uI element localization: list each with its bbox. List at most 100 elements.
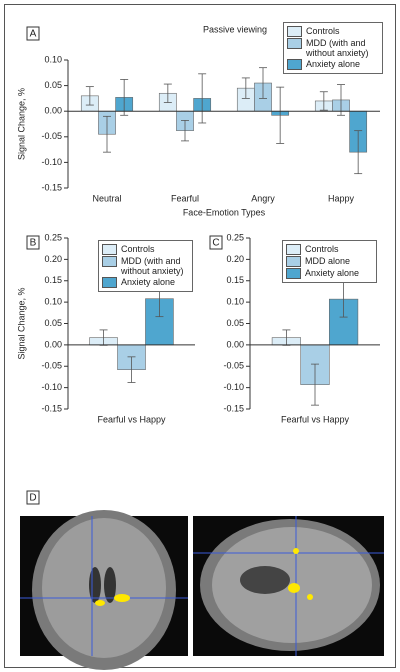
legend-box: Controls MDD (with and without anxiety) An… (283, 22, 383, 74)
y-tick-label: -0.15 (223, 403, 244, 413)
y-tick-label: 0.00 (226, 339, 244, 349)
figure-border (4, 4, 396, 668)
legend-item: MDD (with and without anxiety) (102, 256, 189, 276)
legend-label: Anxiety alone (305, 268, 360, 278)
legend-label: MDD alone (305, 256, 351, 266)
panel-label: A (30, 29, 37, 40)
legend-item: MDD (with and without anxiety) (287, 38, 379, 58)
x-tick-label: Happy (328, 193, 355, 203)
error-bar (276, 86, 285, 144)
legend-item: MDD alone (286, 256, 373, 267)
y-tick-label: 0.20 (226, 254, 244, 264)
y-tick-label: 0.05 (44, 318, 62, 328)
y-tick-label: -0.10 (223, 382, 244, 392)
legend-label: Controls (306, 26, 340, 36)
legend-item: Controls (286, 244, 373, 255)
ventricle (104, 567, 116, 603)
legend-box: Controls MDD alone Anxiety alone (282, 240, 377, 283)
x-tick-label: Angry (251, 193, 275, 203)
legend-swatch (287, 26, 302, 37)
legend-swatch (286, 268, 301, 279)
legend-item: Anxiety alone (286, 268, 373, 279)
legend-label: Controls (121, 244, 155, 254)
y-tick-label: -0.05 (223, 361, 244, 371)
legend-label: MDD (with and without anxiety) (121, 256, 184, 276)
legend: Controls MDD alone Anxiety alone (282, 240, 377, 283)
legend-swatch (286, 256, 301, 267)
legend-item: Controls (287, 26, 379, 37)
legend-item: Anxiety alone (102, 277, 189, 288)
legend-box: Controls MDD (with and without anxiety) An… (98, 240, 193, 292)
y-tick-label: 0.00 (44, 339, 62, 349)
panel-label: C (212, 238, 219, 249)
x-axis-title: Face-Emotion Types (183, 207, 266, 217)
error-bar (319, 91, 328, 111)
legend-label: Controls (305, 244, 339, 254)
y-tick-label: 0.15 (44, 275, 62, 285)
panel-label: B (30, 238, 37, 249)
legend-swatch (102, 277, 117, 288)
x-tick-label: Fearful vs Happy (281, 414, 350, 424)
legend-label: MDD (with and without anxiety) (306, 38, 369, 58)
legend-label: Anxiety alone (306, 59, 361, 69)
y-tick-label: 0.25 (44, 232, 62, 242)
bar (328, 298, 359, 346)
error-bar (181, 120, 189, 142)
error-bar (198, 73, 207, 124)
error-bar (354, 130, 363, 175)
y-tick-label: -0.05 (41, 361, 62, 371)
activation (288, 583, 300, 593)
y-axis-title: Signal Change, % (16, 88, 26, 160)
error-bar (337, 84, 345, 116)
y-tick-label: 0.10 (44, 54, 62, 64)
panel-label-box (209, 235, 223, 250)
legend-label: Anxiety alone (121, 277, 176, 287)
y-tick-label: 0.15 (226, 275, 244, 285)
y-tick-label: 0.05 (226, 318, 244, 328)
y-tick-label: 0.10 (226, 297, 244, 307)
activation (95, 600, 105, 606)
x-tick-label: Neutral (92, 193, 121, 203)
panel-label: D (29, 493, 36, 504)
error-bar (120, 79, 129, 116)
panel-label-box (26, 490, 40, 505)
error-bar (163, 83, 172, 103)
legend: Controls MDD (with and without anxiety)An… (283, 22, 383, 74)
activation (293, 548, 299, 554)
y-tick-label: -0.10 (41, 382, 62, 392)
y-tick-label: 0.20 (44, 254, 62, 264)
y-tick-label: -0.10 (41, 157, 62, 167)
legend: Controls MDD (with and without anxiety)An… (98, 240, 193, 292)
panel-label-box (26, 26, 40, 41)
legend-item: Controls (102, 244, 189, 255)
y-tick-label: -0.15 (41, 403, 62, 413)
y-tick-label: 0.00 (44, 106, 62, 116)
legend-item: Anxiety alone (287, 59, 379, 70)
legend-swatch (102, 256, 117, 267)
error-bar (259, 67, 267, 99)
error-bar (103, 115, 111, 153)
brainstem (240, 566, 290, 594)
activation (307, 594, 313, 600)
legend-swatch (287, 38, 302, 49)
y-axis-title: Signal Change, % (16, 287, 26, 359)
legend-swatch (102, 244, 117, 255)
error-bar (127, 356, 136, 383)
brain (42, 518, 166, 658)
x-tick-label: Fearful (171, 193, 199, 203)
y-tick-label: -0.05 (41, 131, 62, 141)
legend-swatch (287, 59, 302, 70)
image-panel: D (20, 490, 384, 670)
x-tick-label: Fearful vs Happy (97, 414, 166, 424)
activation (114, 594, 130, 602)
panel-label-box (26, 235, 40, 250)
chart-title: Passive viewing (203, 24, 267, 34)
y-tick-label: -0.15 (41, 182, 62, 192)
error-bar (241, 77, 250, 99)
error-bar (85, 86, 94, 106)
legend-swatch (286, 244, 301, 255)
y-tick-label: 0.05 (44, 80, 62, 90)
error-bar (311, 363, 319, 406)
y-tick-label: 0.25 (226, 232, 244, 242)
